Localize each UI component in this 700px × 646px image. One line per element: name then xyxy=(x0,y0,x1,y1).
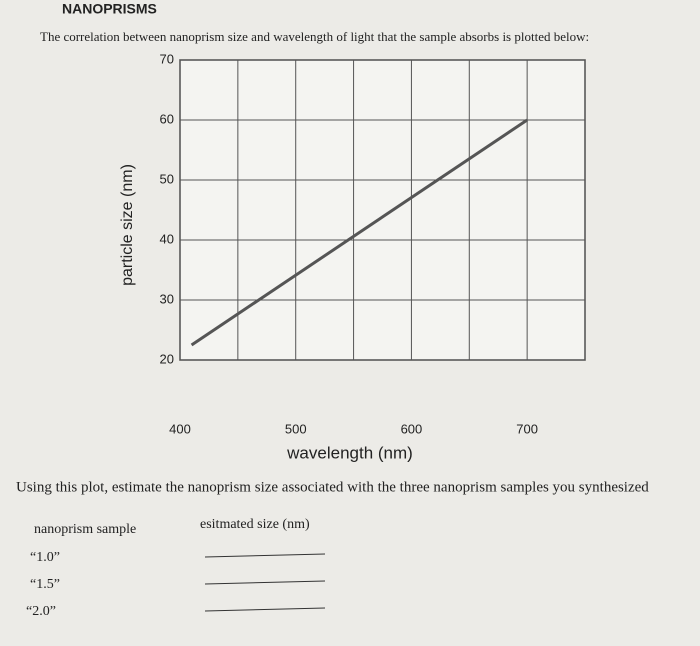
sample-label: “1.0” xyxy=(30,550,60,565)
answer-line xyxy=(204,580,326,585)
sample-label: “2.0” xyxy=(26,604,56,619)
data-line xyxy=(190,118,528,347)
x-tick-label: 400 xyxy=(169,421,191,436)
sample-label: “1.5” xyxy=(30,577,60,592)
question: Using this plot, estimate the nanoprism … xyxy=(16,479,649,495)
y-tick-label: 70 xyxy=(160,51,174,66)
y-axis-label: particle size (nm) xyxy=(119,164,136,286)
answer-line xyxy=(204,553,326,558)
table-header: nanoprism sample xyxy=(34,522,136,537)
table-header: esitmated size (nm) xyxy=(200,517,310,532)
x-tick-label: 500 xyxy=(285,421,307,436)
title: NANOPRISMS xyxy=(62,1,157,17)
x-tick-label: 600 xyxy=(401,421,423,436)
y-tick-label: 50 xyxy=(160,171,174,186)
intro: The correlation between nanoprism size a… xyxy=(40,29,589,44)
y-tick-label: 40 xyxy=(160,231,174,246)
y-tick-label: 30 xyxy=(160,291,174,306)
x-axis-label: wavelength (nm) xyxy=(286,443,413,462)
y-tick-label: 60 xyxy=(160,111,174,126)
x-tick-label: 700 xyxy=(516,421,538,436)
y-tick-label: 20 xyxy=(160,351,174,366)
plot-area xyxy=(179,59,586,361)
answer-line xyxy=(204,607,326,612)
